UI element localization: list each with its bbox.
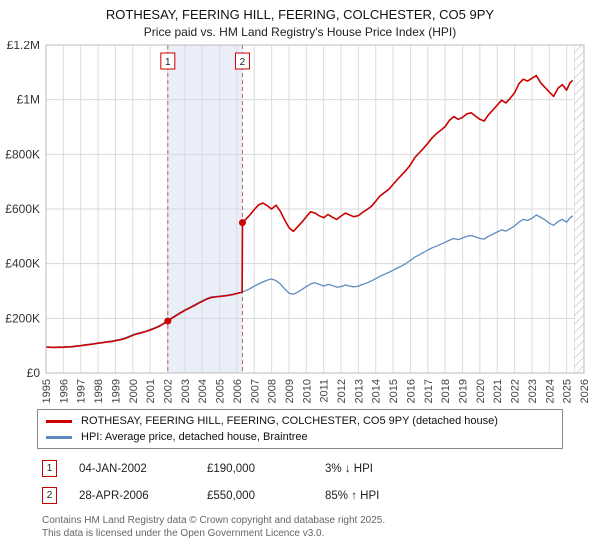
sale-1-marker: 1 <box>42 460 57 477</box>
svg-text:2010: 2010 <box>301 379 313 403</box>
svg-text:2009: 2009 <box>284 379 296 403</box>
chart-legend: ROTHESAY, FEERING HILL, FEERING, COLCHES… <box>37 409 563 449</box>
sale-row-2: 2 28-APR-2006 £550,000 85% ↑ HPI <box>42 487 600 504</box>
sale-1-point <box>164 317 172 325</box>
sale-2-flag <box>234 52 250 70</box>
svg-text:£400K: £400K <box>5 257 40 271</box>
svg-text:2003: 2003 <box>180 379 192 403</box>
property-line-swatch <box>46 419 72 423</box>
svg-text:2026: 2026 <box>579 379 591 403</box>
svg-text:2020: 2020 <box>475 379 487 403</box>
svg-text:2023: 2023 <box>527 379 539 403</box>
sale-annotations: 1 04-JAN-2002 £190,000 3% ↓ HPI 2 28-APR… <box>42 460 600 504</box>
svg-text:2015: 2015 <box>388 379 400 403</box>
legend-property-label: ROTHESAY, FEERING HILL, FEERING, COLCHES… <box>81 415 498 427</box>
sale-2-price: £550,000 <box>207 489 255 502</box>
svg-text:2021: 2021 <box>492 379 504 403</box>
svg-text:2024: 2024 <box>544 379 556 403</box>
sale-2-date: 28-APR-2006 <box>79 489 149 502</box>
svg-text:2014: 2014 <box>371 379 383 403</box>
hpi-line-swatch <box>46 435 72 439</box>
svg-text:£0: £0 <box>27 366 41 380</box>
sale-2-hpi-delta: 85% ↑ HPI <box>325 489 380 502</box>
price-history-chart[interactable]: 1 2 £0 £200K £400K £600K £800K £1M £1.2M 1995 1996… <box>0 41 600 409</box>
copyright-footer: Contains HM Land Registry data © Crown c… <box>42 514 600 540</box>
svg-text:£1.2M: £1.2M <box>7 41 40 52</box>
footer-line-1: Contains HM Land Registry data © Crown c… <box>42 515 386 526</box>
sale-1-price: £190,000 <box>207 462 255 475</box>
svg-text:£200K: £200K <box>5 311 40 325</box>
page-title: ROTHESAY, FEERING HILL, FEERING, COLCHES… <box>105 7 495 22</box>
sale-row-1: 1 04-JAN-2002 £190,000 3% ↓ HPI <box>42 460 600 477</box>
svg-text:2008: 2008 <box>267 379 279 403</box>
svg-text:2011: 2011 <box>319 379 331 403</box>
svg-text:1998: 1998 <box>93 379 105 403</box>
legend-item-property: ROTHESAY, FEERING HILL, FEERING, COLCHES… <box>46 415 554 427</box>
sale-1-date: 04-JAN-2002 <box>79 462 147 475</box>
svg-text:2022: 2022 <box>510 379 522 403</box>
svg-text:1: 1 <box>165 57 171 68</box>
svg-text:£800K: £800K <box>5 147 40 161</box>
sale-1-flag <box>160 52 176 70</box>
svg-text:£1M: £1M <box>17 93 40 107</box>
svg-text:2004: 2004 <box>197 379 209 403</box>
svg-text:2012: 2012 <box>336 379 348 403</box>
svg-text:1999: 1999 <box>110 379 122 403</box>
svg-text:1995: 1995 <box>41 379 53 403</box>
footer-line-2: This data is licensed under the Open Gov… <box>42 528 325 539</box>
svg-text:2: 2 <box>240 57 246 68</box>
future-hatch-region <box>574 44 585 374</box>
svg-text:2017: 2017 <box>423 379 435 403</box>
page-subtitle: Price paid vs. HM Land Registry's House … <box>143 25 457 39</box>
property-price-line <box>45 74 574 349</box>
svg-text:2006: 2006 <box>232 379 244 403</box>
svg-text:£600K: £600K <box>5 202 40 216</box>
svg-text:2002: 2002 <box>162 379 174 403</box>
legend-hpi-label: HPI: Average price, detached house, Brai… <box>81 431 308 443</box>
svg-text:2016: 2016 <box>405 379 417 403</box>
svg-text:2000: 2000 <box>128 379 140 403</box>
svg-text:2025: 2025 <box>562 379 574 403</box>
svg-text:2007: 2007 <box>249 379 261 403</box>
sale-2-marker: 2 <box>42 487 57 504</box>
svg-text:2019: 2019 <box>458 379 470 403</box>
svg-text:2013: 2013 <box>353 379 365 403</box>
sale-1-hpi-delta: 3% ↓ HPI <box>325 462 373 475</box>
svg-text:1997: 1997 <box>76 379 88 403</box>
legend-item-hpi: HPI: Average price, detached house, Brai… <box>46 431 554 443</box>
svg-text:1996: 1996 <box>58 379 70 403</box>
sale-2-point <box>238 219 246 227</box>
svg-text:2005: 2005 <box>215 379 227 403</box>
svg-text:2018: 2018 <box>440 379 452 403</box>
svg-text:2001: 2001 <box>145 379 157 403</box>
